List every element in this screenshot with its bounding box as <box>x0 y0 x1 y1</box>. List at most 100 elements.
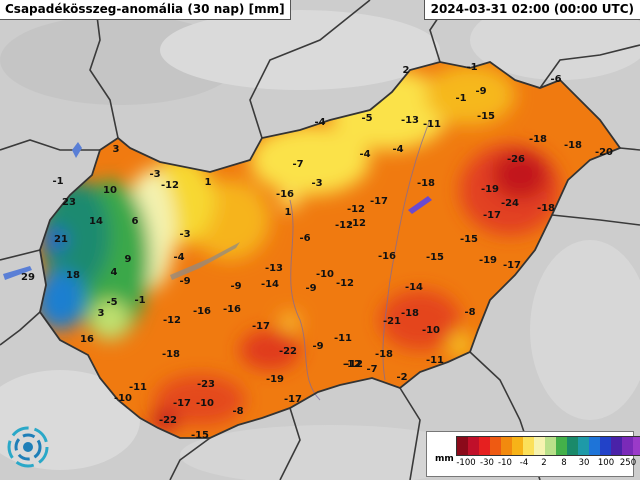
station-value: -14 <box>261 279 279 290</box>
station-value: -13 <box>265 263 283 274</box>
legend-tick-label: -10 <box>498 458 512 468</box>
station-value: -3 <box>149 169 160 180</box>
station-value: -7 <box>292 159 303 170</box>
legend-ticks: -100 -30 -10 -4 2 8 30 100 250 <box>449 458 637 472</box>
station-value: -19 <box>481 184 499 195</box>
station-value: -11 <box>129 382 147 393</box>
legend-swatch <box>589 437 600 455</box>
station-value: -12 <box>347 204 365 215</box>
station-value: -16 <box>223 304 241 315</box>
station-value: -15 <box>460 234 478 245</box>
station-value: -13 <box>401 115 419 126</box>
station-value: -24 <box>501 198 519 209</box>
station-value: -26 <box>507 154 525 165</box>
station-value: -18 <box>162 349 180 360</box>
station-value: -17 <box>284 394 302 405</box>
legend-tick-label: 250 <box>619 458 637 468</box>
station-value: -4 <box>173 252 184 263</box>
station-value: -1 <box>455 93 466 104</box>
station-value: -12 <box>161 180 179 191</box>
station-value: -9 <box>230 281 241 292</box>
station-value: -11 <box>426 355 444 366</box>
station-value: -18 <box>417 178 435 189</box>
legend-swatch <box>545 437 556 455</box>
station-value: -1 <box>52 176 63 187</box>
station-value: -22 <box>159 415 177 426</box>
station-value: -9 <box>179 276 190 287</box>
legend-swatch <box>600 437 611 455</box>
station-value: -4 <box>359 149 370 160</box>
station-value: -11 <box>423 119 441 130</box>
legend-swatch <box>611 437 622 455</box>
station-value: -10 <box>196 398 214 409</box>
station-value: -17 <box>503 260 521 271</box>
station-value: 4 <box>111 267 118 278</box>
legend-swatch <box>523 437 534 455</box>
station-value: -23 <box>197 379 215 390</box>
station-value: -10 <box>422 325 440 336</box>
station-value: -12 <box>336 278 354 289</box>
legend-tick-label: 8 <box>561 458 567 468</box>
station-value: -17 <box>173 398 191 409</box>
timestamp-label: 2024-03-31 02:00 (00:00 UTC) <box>423 0 640 20</box>
legend-swatch <box>578 437 589 455</box>
station-value: -18 <box>401 308 419 319</box>
station-value: 6 <box>132 216 139 227</box>
legend-swatch <box>556 437 567 455</box>
legend-swatch <box>457 437 468 455</box>
station-value: 23 <box>62 197 76 208</box>
legend-tick-label: -30 <box>480 458 494 468</box>
provider-logo-icon <box>7 426 49 468</box>
station-value: 18 <box>66 270 80 281</box>
station-value: -18 <box>529 134 547 145</box>
station-value: -1 <box>466 62 477 73</box>
station-value: -8 <box>464 307 475 318</box>
hungary-border <box>39 61 622 439</box>
station-value: -5 <box>106 297 117 308</box>
legend-swatch <box>633 437 640 455</box>
station-value: -7 <box>366 364 377 375</box>
station-value: -18 <box>537 203 555 214</box>
station-value: -15 <box>426 252 444 263</box>
station-value: 1 <box>285 207 292 218</box>
station-value: -18 <box>564 140 582 151</box>
station-value: -12 <box>348 218 366 229</box>
station-value: -10 <box>316 269 334 280</box>
station-value: -3 <box>311 178 322 189</box>
station-value: -9 <box>475 86 486 97</box>
station-value: -21 <box>383 316 401 327</box>
station-value: -22 <box>279 346 297 357</box>
legend-swatch <box>534 437 545 455</box>
legend-swatch <box>512 437 523 455</box>
station-value: -18 <box>375 349 393 360</box>
legend-colorbar <box>456 436 640 456</box>
legend-swatch <box>479 437 490 455</box>
legend-tick-label: -100 <box>456 458 476 468</box>
station-value: -17 <box>370 196 388 207</box>
legend-swatch <box>567 437 578 455</box>
legend-swatch <box>501 437 512 455</box>
legend-tick-label: 100 <box>597 458 615 468</box>
station-value: -16 <box>276 189 294 200</box>
station-value: -19 <box>479 255 497 266</box>
station-value: -2 <box>396 372 407 383</box>
station-value: -20 <box>595 147 613 158</box>
station-value: -15 <box>191 430 209 441</box>
station-value: 2 <box>403 65 410 76</box>
station-value: -5 <box>361 113 372 124</box>
color-legend: mm -100 -30 -10 -4 2 8 30 100 250 <box>426 431 640 477</box>
legend-swatch <box>622 437 633 455</box>
legend-tick-label: 30 <box>578 458 590 468</box>
station-value: -8 <box>232 406 243 417</box>
legend-unit: mm <box>435 454 454 464</box>
station-value: -16 <box>378 251 396 262</box>
station-value: -1 <box>134 295 145 306</box>
legend-swatch <box>490 437 501 455</box>
water-features <box>3 119 432 401</box>
station-value: -12 <box>343 359 361 370</box>
station-value: -17 <box>252 321 270 332</box>
station-value: -11 <box>334 333 352 344</box>
station-value: -14 <box>405 282 423 293</box>
station-value: -4 <box>314 117 325 128</box>
